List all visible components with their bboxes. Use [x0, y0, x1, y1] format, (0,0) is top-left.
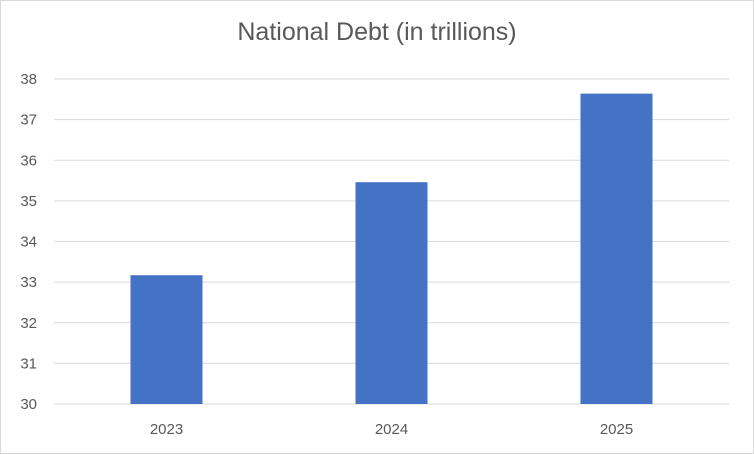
x-tick-label: 2025	[600, 421, 633, 438]
y-tick-label: 31	[20, 355, 37, 372]
bar-2023	[130, 275, 203, 404]
x-tick-label: 2023	[150, 421, 183, 438]
bar-2024	[355, 182, 428, 404]
y-tick-label: 37	[20, 112, 37, 129]
y-tick-label: 35	[20, 193, 37, 210]
y-tick-label: 38	[20, 71, 37, 88]
chart-title: National Debt (in trillions)	[237, 18, 517, 46]
y-tick-label: 32	[20, 315, 37, 332]
y-tick-label: 30	[20, 396, 37, 413]
x-tick-label: 2024	[375, 421, 408, 438]
y-tick-label: 33	[20, 274, 37, 291]
bar-2025	[580, 93, 653, 404]
y-tick-label: 34	[20, 234, 37, 251]
y-tick-label: 36	[20, 152, 37, 169]
